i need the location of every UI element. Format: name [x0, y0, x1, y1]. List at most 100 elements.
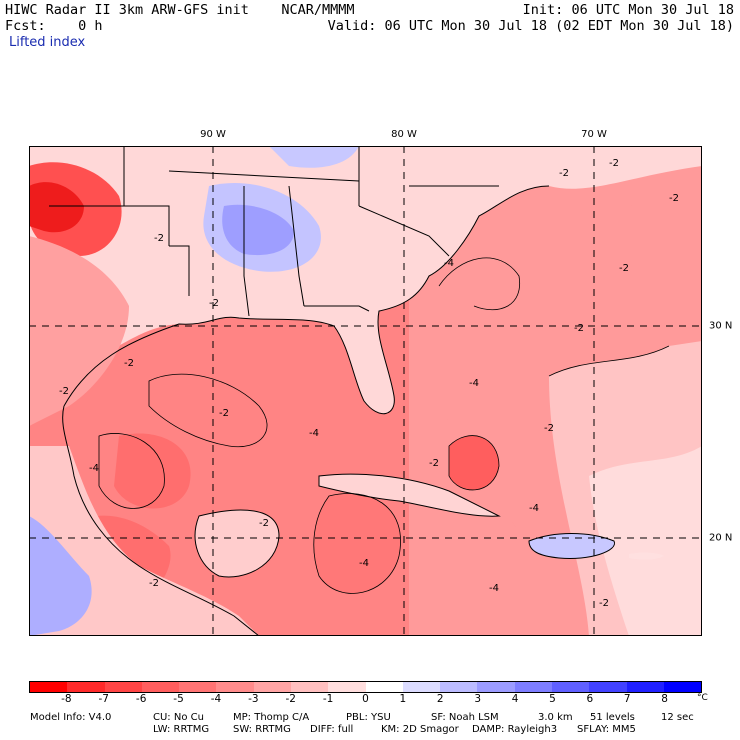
contour-label: -2 — [149, 578, 159, 589]
land-puerto-rico — [629, 552, 664, 560]
state-border — [304, 305, 370, 312]
contour-label: -4 — [529, 503, 539, 514]
state-border — [123, 146, 170, 246]
lon-label-90w: 90 W — [200, 129, 226, 140]
map-frame — [29, 146, 702, 636]
contour-label: -2 — [429, 458, 439, 469]
contour-label: -2 — [154, 233, 164, 244]
colorbar-tick-label: -1 — [322, 693, 334, 705]
init-time: Init: 06 UTC Mon 30 Jul 18 — [522, 2, 734, 18]
contour-line — [548, 345, 670, 377]
state-border — [169, 245, 190, 296]
land-mexico-cool — [29, 516, 92, 636]
colorbar-swatch — [589, 682, 627, 692]
field-name: Lifted index — [9, 35, 86, 50]
footer-km: KM: 2D Smagor — [381, 724, 459, 735]
land-yucatan — [195, 510, 279, 577]
state-border — [358, 205, 450, 257]
contour-label: -4 — [89, 463, 99, 474]
contour-label: -4 — [444, 258, 454, 269]
colorbar-swatch — [477, 682, 515, 692]
land-usa — [29, 146, 702, 426]
contour-label: -2 — [59, 386, 69, 397]
colorbar-tick-label: 7 — [623, 693, 631, 705]
lon-label-80w: 80 W — [391, 129, 417, 140]
contour-line — [313, 493, 401, 594]
footer-mp: MP: Thomp C/A — [233, 712, 310, 723]
footer-levels: 51 levels — [590, 712, 635, 723]
footer-damp: DAMP: Rayleigh3 — [472, 724, 558, 735]
cuba-coastline — [318, 473, 501, 517]
forecast-hour: Fcst: 0 h — [5, 18, 103, 34]
colorbar-swatch — [440, 682, 478, 692]
colorbar-swatch — [402, 682, 441, 692]
colorbar-tick-label: 4 — [511, 693, 519, 705]
colorbar-swatch — [253, 682, 291, 692]
colorbar-swatch — [626, 682, 664, 692]
colorbar-swatch — [104, 682, 142, 692]
lon-label-70w: 70 W — [581, 129, 607, 140]
land-cuba — [319, 474, 499, 517]
contour-label: -2 — [544, 423, 554, 434]
contour-label: -2 — [574, 323, 584, 334]
colorbar-swatch — [216, 682, 254, 692]
colorbar-swatch — [67, 682, 105, 692]
colorbar-swatch — [365, 682, 403, 692]
footer-sflay: SFLAY: MM5 — [577, 724, 636, 735]
footer-sw: SW: RRTMG — [233, 724, 291, 735]
land-hispaniola — [529, 533, 615, 559]
colorbar-tick-label: -5 — [173, 693, 184, 705]
colorbar-swatch — [290, 682, 329, 692]
land-cool-core — [222, 204, 294, 256]
footer-timestep: 12 sec — [661, 712, 694, 723]
lifted-index-map: -2 -2 -2 -2 -4 -4 -2 -4 -2 -2 -4 -2 -2 -… — [29, 146, 702, 636]
state-border — [168, 170, 360, 182]
contour-line — [98, 433, 165, 509]
footer-model-info: Model Info: V4.0 — [30, 712, 112, 723]
contour-label: -4 — [309, 428, 319, 439]
field-patch — [589, 446, 702, 636]
footer-pbl: PBL: YSU — [346, 712, 391, 723]
valid-time: Valid: 06 UTC Mon 30 Jul 18 (02 EDT Mon … — [327, 18, 734, 34]
colorbar-tick-label: 5 — [549, 693, 556, 705]
field-patch — [449, 435, 499, 490]
colorbar-tick-label: -6 — [135, 693, 147, 705]
colorbar-swatch — [663, 682, 702, 692]
contour-label: -2 — [599, 598, 609, 609]
mexico-coastline — [62, 405, 260, 636]
colorbar-tick-label: -3 — [248, 693, 259, 705]
footer-cu: CU: No Cu — [153, 712, 204, 723]
contour-label: -4 — [359, 558, 369, 569]
model-title: HIWC Radar II 3km ARW-GFS init NCAR/MMMM — [5, 2, 355, 18]
colorbar-swatch — [551, 682, 590, 692]
footer-sf: SF: Noah LSM — [431, 712, 499, 723]
colorbar — [29, 681, 702, 693]
colorbar-swatch — [141, 682, 180, 692]
colorbar-swatch — [328, 682, 366, 692]
colorbar-swatch — [514, 682, 552, 692]
colorbar-unit: °C — [697, 693, 708, 703]
state-border — [243, 186, 250, 317]
field-patch — [313, 493, 401, 594]
colorbar-tick-label: -7 — [98, 693, 110, 705]
contour-line — [448, 435, 500, 491]
contour-label: -2 — [259, 518, 269, 529]
lat-label-20n: 20 N — [709, 532, 733, 544]
contour-label: -2 — [559, 168, 569, 179]
footer-lw: LW: RRTMG — [153, 724, 210, 735]
colorbar-tick-label: 3 — [474, 693, 481, 705]
colorbar-swatch — [179, 682, 217, 692]
gulf-coastline — [63, 185, 550, 414]
footer-resolution: 3.0 km — [538, 712, 573, 723]
colorbar-tick-label: -8 — [61, 693, 72, 705]
state-border — [288, 185, 305, 307]
contour-label: -2 — [209, 298, 219, 309]
colorbar-tick-label: 6 — [586, 693, 594, 705]
contour-label: -2 — [619, 263, 629, 274]
colorbar-tick-label: 0 — [362, 693, 369, 705]
hispaniola-coastline — [528, 533, 615, 560]
colorbar-swatch — [30, 682, 68, 692]
land-warm-sw — [29, 236, 129, 426]
colorbar-ticks: -8 -7 -6 -5 -4 -3 -2 -1 0 1 2 3 4 5 6 7 8 — [29, 693, 702, 707]
colorbar-tick-label: -2 — [285, 693, 296, 705]
